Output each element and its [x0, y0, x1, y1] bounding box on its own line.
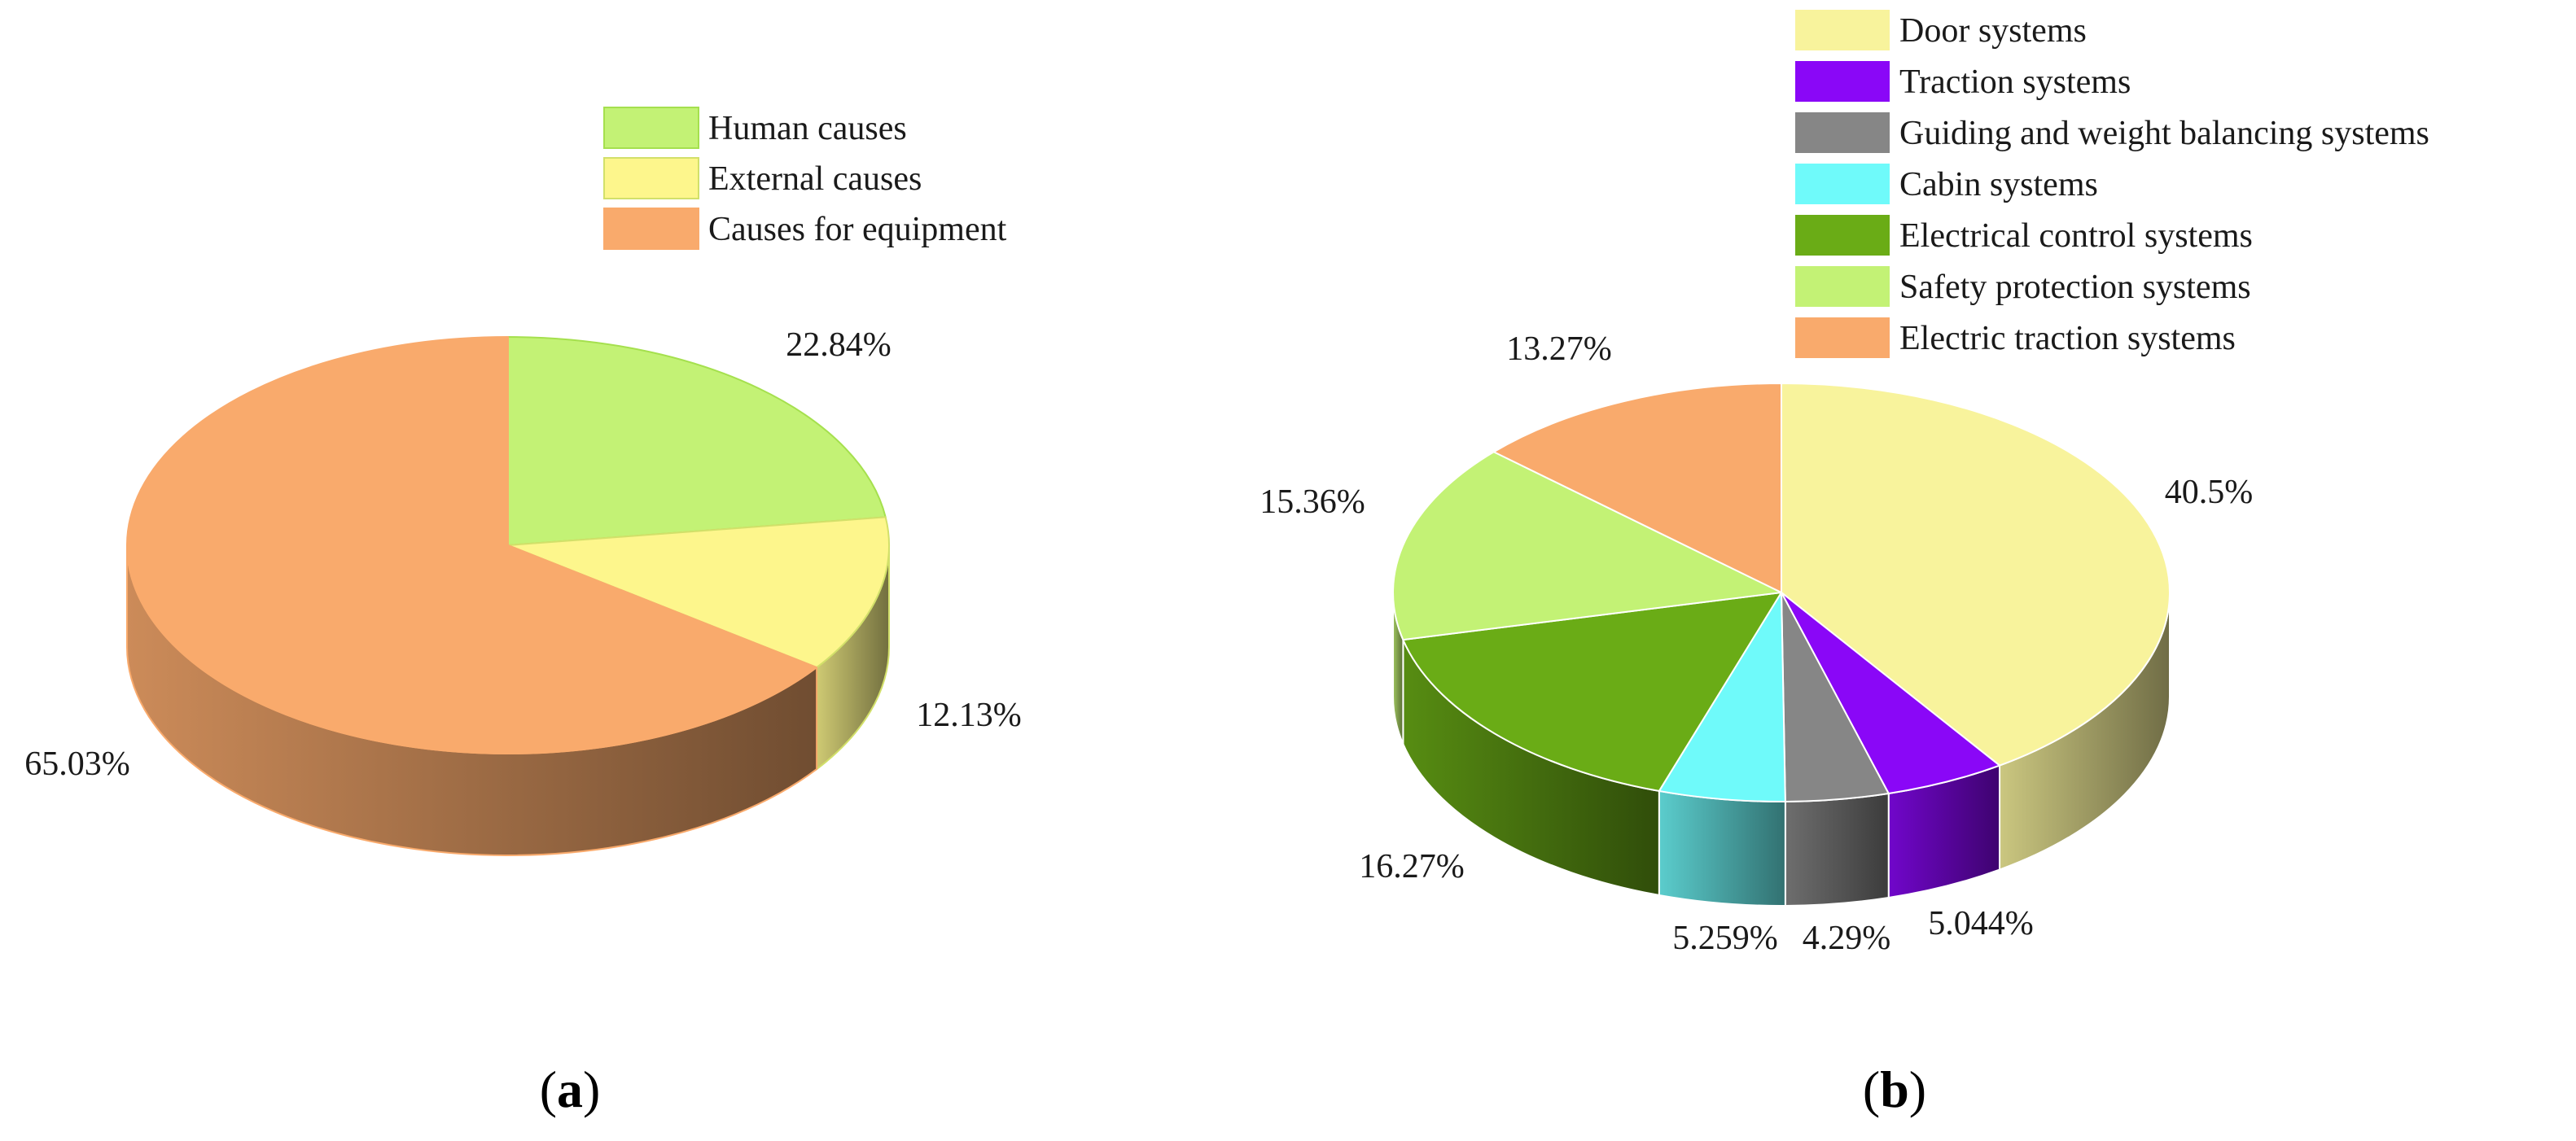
- legend-label: Electric traction systems: [1899, 320, 2236, 357]
- legend-item-causes-for-equipment: Causes for equipment: [603, 208, 1007, 250]
- legend-swatch: [603, 107, 699, 149]
- value-label-traction-systems: 5.044%: [1928, 905, 2034, 942]
- legend-swatch: [1795, 317, 1890, 358]
- side-wall-guiding-and-weight-balancing-systems: [1784, 792, 1890, 907]
- legend-label: Cabin systems: [1899, 166, 2098, 203]
- slice-causes-for-equipment: [126, 336, 818, 754]
- slice-cabin-systems: [1658, 592, 1786, 802]
- value-label-guiding-and-weight-balancing-systems: 4.29%: [1803, 920, 1891, 957]
- slice-safety-protection-systems: [1392, 451, 1782, 641]
- slice-door-systems: [1781, 383, 2171, 767]
- value-labels-a: 22.84% 12.13% 65.03%: [24, 326, 1022, 783]
- pie-chart-b: Door systems Traction systems Guiding and …: [1260, 10, 2429, 957]
- slice-electrical-control-systems: [1402, 592, 1782, 792]
- legend-swatch: [1795, 215, 1890, 256]
- legend-label: Causes for equipment: [708, 211, 1007, 248]
- legend-item-electric-traction-systems: Electric traction systems: [1795, 317, 2236, 358]
- legend-item-traction-systems: Traction systems: [1795, 61, 2131, 102]
- value-label-safety-protection-systems: 15.36%: [1260, 483, 1365, 521]
- value-label-door-systems: 40.5%: [2165, 474, 2254, 511]
- value-labels-b: 40.5% 5.044% 4.29% 5.259% 16.27% 15.36% 13.27%: [1260, 330, 2253, 957]
- legend-swatch: [1795, 112, 1890, 153]
- legend-item-door-systems: Door systems: [1795, 10, 2087, 50]
- value-label-causes-for-equipment: 65.03%: [24, 745, 130, 783]
- pie-chart-a: Human causes External causes Causes for eq…: [24, 107, 1022, 856]
- legend-item-electrical-control-systems: Electrical control systems: [1795, 215, 2253, 256]
- legend-label: Door systems: [1899, 12, 2087, 50]
- legend-swatch: [603, 157, 699, 199]
- value-label-electric-traction-systems: 13.27%: [1506, 330, 1612, 368]
- slice-external-causes: [507, 516, 890, 669]
- panel-label-b: (b): [1863, 1060, 1926, 1118]
- panel-label-a: (a): [540, 1060, 601, 1118]
- legend-swatch: [1795, 266, 1890, 307]
- side-wall-cabin-systems: [1658, 789, 1786, 907]
- pie-a-body: [126, 336, 890, 856]
- value-label-cabin-systems: 5.259%: [1672, 920, 1778, 957]
- legend-swatch: [603, 208, 699, 250]
- legend-item-cabin-systems: Cabin systems: [1795, 164, 2098, 204]
- legend-label: Guiding and weight balancing systems: [1899, 115, 2429, 152]
- value-label-electrical-control-systems: 16.27%: [1359, 848, 1465, 885]
- legend-item-human-causes: Human causes: [603, 107, 907, 149]
- legend-swatch: [1795, 61, 1890, 102]
- legend-label: Safety protection systems: [1899, 269, 2251, 306]
- slice-traction-systems: [1781, 592, 2001, 795]
- legend-b: Door systems Traction systems Guiding and …: [1795, 10, 2429, 358]
- legend-item-guiding-and-weight-balancing-systems: Guiding and weight balancing systems: [1795, 112, 2429, 153]
- legend-label: Electrical control systems: [1899, 217, 2253, 255]
- legend-swatch: [1795, 164, 1890, 204]
- slice-electric-traction-systems: [1492, 383, 1782, 593]
- legend-swatch: [1795, 10, 1890, 50]
- legend-label: External causes: [708, 160, 922, 198]
- legend-a: Human causes External causes Causes for eq…: [603, 107, 1007, 250]
- legend-item-safety-protection-systems: Safety protection systems: [1795, 266, 2251, 307]
- legend-label: Traction systems: [1899, 63, 2131, 101]
- legend-item-external-causes: External causes: [603, 157, 922, 199]
- legend-label: Human causes: [708, 110, 907, 147]
- value-label-human-causes: 22.84%: [786, 326, 892, 364]
- pie-b-body: [1392, 383, 2171, 907]
- value-label-external-causes: 12.13%: [916, 697, 1022, 734]
- slice-human-causes: [507, 336, 887, 546]
